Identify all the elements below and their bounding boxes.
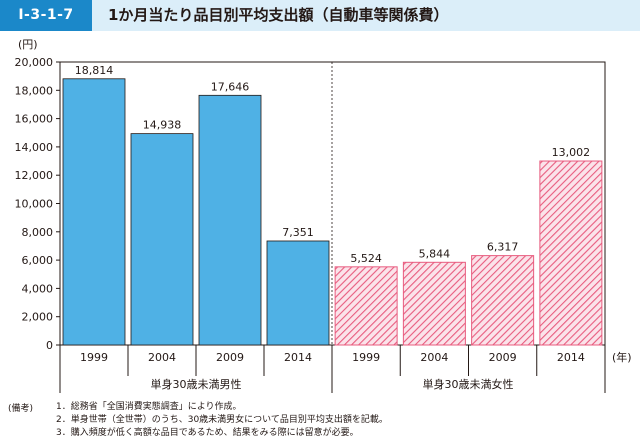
x-tick-label: 1999 (352, 351, 380, 364)
y-tick-label: 2,000 (22, 311, 54, 324)
y-tick-label: 4,000 (22, 282, 54, 295)
x-tick-label: 2004 (420, 351, 448, 364)
x-tick-label: 2004 (148, 351, 176, 364)
note-item: 1．総務省「全国消費実態調査」により作成。 (56, 402, 242, 412)
x-tick-label: 2014 (557, 351, 585, 364)
data-label: 6,317 (487, 241, 519, 254)
bar-female-2009 (471, 255, 535, 346)
bar-male-1999 (62, 78, 126, 346)
group-label-male: 単身30歳未満男性 (151, 377, 242, 391)
x-tick-label: 1999 (80, 351, 108, 364)
group-label-female: 単身30歳未満女性 (423, 377, 514, 391)
figure-header: I-3-1-7 1か月当たり品目別平均支出額（自動車等関係費） (0, 0, 640, 31)
data-label: 18,814 (75, 64, 114, 77)
y-tick-label: 8,000 (22, 226, 54, 239)
x-tick-label: 2014 (284, 351, 312, 364)
y-tick-label: 16,000 (15, 113, 54, 126)
y-axis-unit: (円) (18, 38, 38, 51)
y-tick-label: 14,000 (15, 141, 54, 154)
data-label: 5,524 (350, 252, 382, 265)
data-label: 14,938 (143, 119, 182, 132)
y-tick-label: 6,000 (22, 254, 54, 267)
notes-list: 1．総務省「全国消費実態調査」により作成。 2．単身世帯（全世帯）のうち、30歳… (56, 401, 388, 440)
y-tick-label: 18,000 (15, 84, 54, 97)
note-item: 2．単身世帯（全世帯）のうち、30歳未満男女について品目別平均支出額を記載。 (56, 415, 388, 425)
y-tick-label: 20,000 (15, 56, 54, 69)
bar-male-2004 (130, 133, 194, 346)
data-label: 7,351 (282, 226, 314, 239)
data-label: 13,002 (552, 146, 591, 159)
bar-male-2014 (266, 240, 330, 346)
data-label: 17,646 (211, 80, 250, 93)
note-item: 3．購入頻度が低く高額な品目であるため、結果をみる際には留意が必要。 (56, 428, 359, 438)
bar-male-2009 (198, 94, 262, 346)
bar-female-1999 (334, 266, 398, 346)
figure-title: 1か月当たり品目別平均支出額（自動車等関係費） (108, 6, 449, 24)
bar-female-2014 (539, 160, 603, 346)
x-tick-label: 2009 (489, 351, 517, 364)
x-axis-unit: (年) (612, 350, 632, 364)
bar-chart: (円) 0 2,000 4,000 6,000 8,000 10,000 12,000 14,… (15, 38, 632, 393)
y-tick-label: 0 (46, 339, 53, 352)
y-tick-label: 10,000 (15, 198, 54, 211)
figure-id: I-3-1-7 (0, 0, 92, 31)
y-tick-label: 12,000 (15, 169, 54, 182)
notes-label: (備考) (8, 404, 34, 414)
x-tick-label: 2009 (216, 351, 244, 364)
bar-female-2004 (402, 261, 466, 346)
data-label: 5,844 (419, 247, 451, 260)
